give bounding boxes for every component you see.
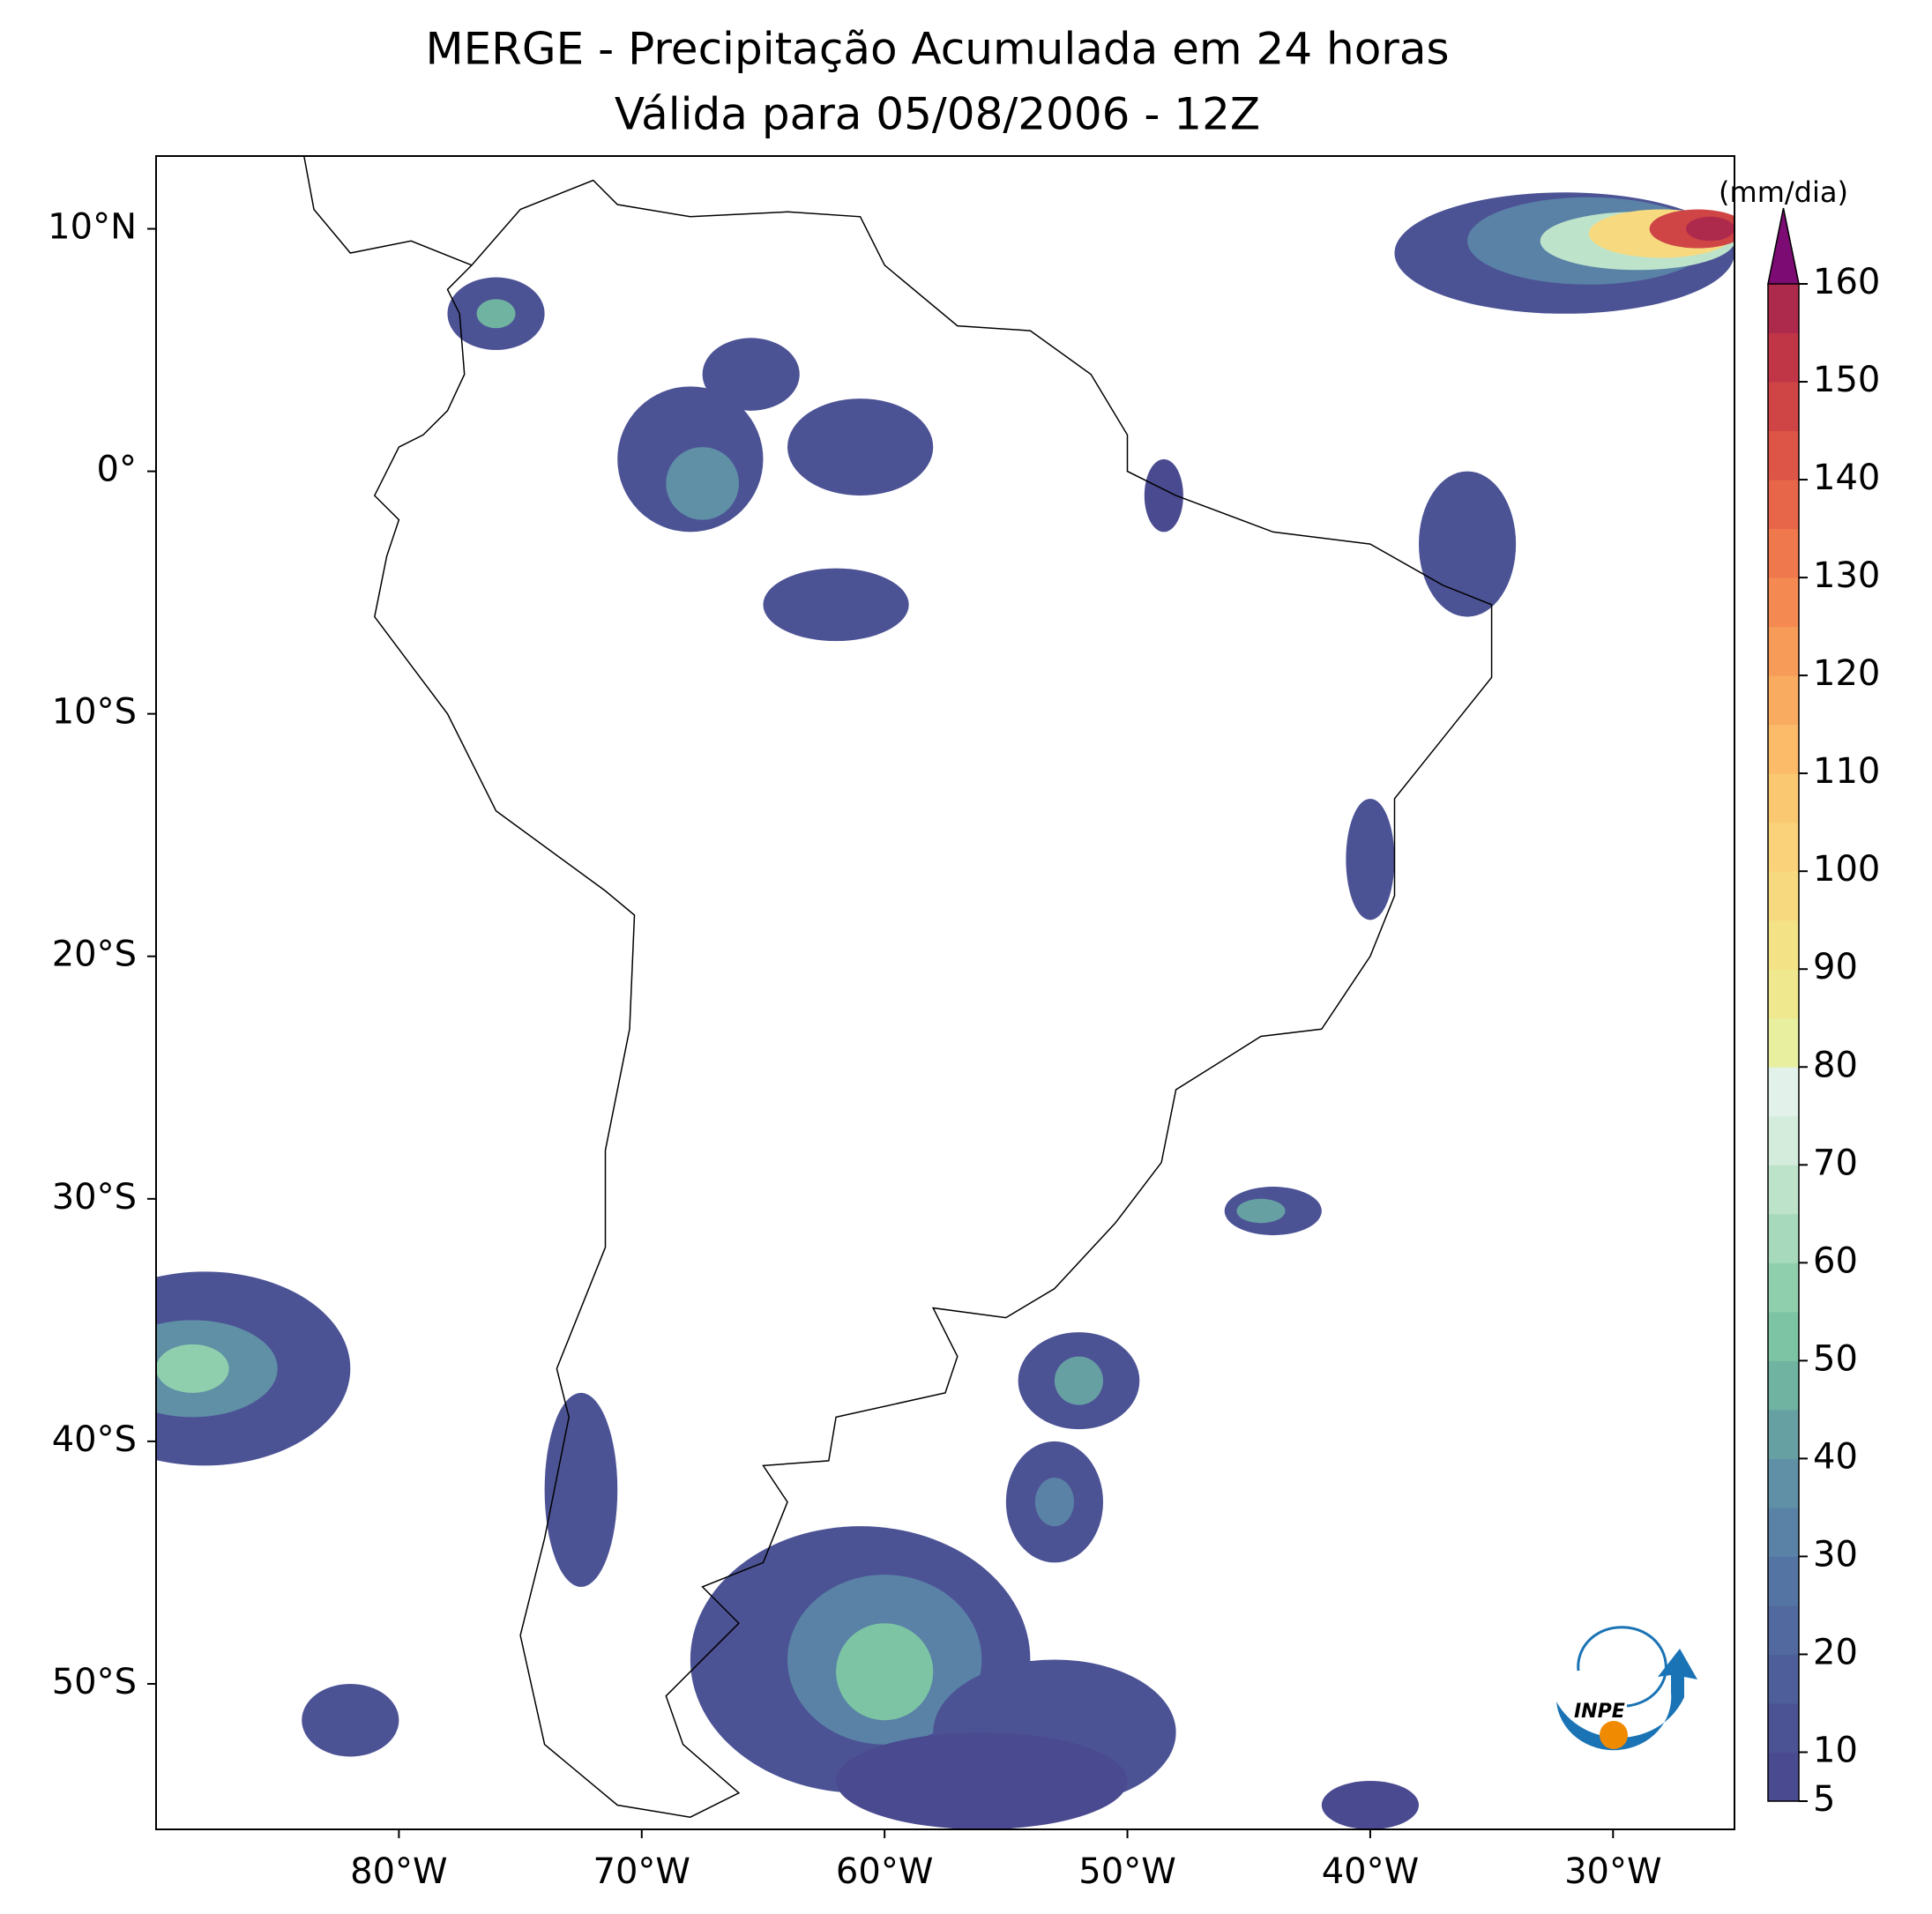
- colorbar-band: [1768, 284, 1799, 334]
- colorbar-tick-label: 70: [1813, 1143, 1858, 1183]
- colorbar-outline: [1767, 284, 1800, 1802]
- precipitation-layer: [156, 192, 1734, 1829]
- x-tick-label: 50°W: [1078, 1851, 1175, 1892]
- y-tick-label: 10°S: [52, 692, 137, 733]
- colorbar-tick-label: 5: [1813, 1779, 1835, 1820]
- colorbar-band: [1768, 724, 1799, 774]
- colorbar-band: [1768, 382, 1799, 432]
- rain-area: [1236, 1198, 1286, 1224]
- rain-area: [1321, 1780, 1419, 1829]
- colorbar-band: [1768, 1360, 1799, 1411]
- colorbar-tick-label: 30: [1813, 1534, 1858, 1575]
- x-tick-label: 40°W: [1322, 1851, 1419, 1892]
- colorbar-band: [1768, 1605, 1799, 1655]
- colorbar-tick-label: 160: [1813, 262, 1880, 302]
- colorbar-band: [1768, 332, 1799, 383]
- colorbar-band: [1768, 1458, 1799, 1508]
- colorbar-tick-label: 20: [1813, 1632, 1858, 1672]
- colorbar-band: [1768, 675, 1799, 726]
- colorbar-tick-label: 110: [1813, 751, 1880, 792]
- colorbar-band: [1768, 480, 1799, 530]
- x-tick-label: 80°W: [350, 1851, 447, 1892]
- logo-arc: [1577, 1625, 1668, 1708]
- colorbar-band: [1768, 1702, 1799, 1753]
- colorbar-band: [1768, 1165, 1799, 1215]
- colorbar-band: [1768, 920, 1799, 970]
- rain-area: [1419, 471, 1517, 617]
- colorbar-tick-label: 50: [1813, 1338, 1858, 1379]
- y-tick-label: 50°S: [52, 1662, 137, 1702]
- colorbar-label: (mm/dia): [1719, 175, 1848, 209]
- rain-area: [156, 1344, 229, 1393]
- logo: INPE: [1556, 1625, 1697, 1751]
- rain-area: [836, 1623, 934, 1721]
- colorbar-band: [1768, 1556, 1799, 1606]
- title-line: Válida para 05/08/2006 - 12Z: [615, 89, 1260, 140]
- coastline: [373, 179, 1493, 1818]
- colorbar-band: [1768, 1752, 1799, 1802]
- rain-area: [702, 338, 800, 411]
- colorbar-band: [1768, 626, 1799, 676]
- colorbar-tick-label: 140: [1813, 458, 1880, 498]
- colorbar-band: [1768, 1654, 1799, 1704]
- axes: 80°W 70°W 60°W 50°W 40°W 30°W 10°N 0° 10°S 20°S 30…: [48, 207, 1661, 1892]
- colorbar-extend: [1767, 207, 1800, 285]
- y-tick-label: 20°S: [52, 935, 137, 975]
- colorbar-band: [1768, 430, 1799, 480]
- rain-area: [476, 299, 516, 329]
- colorbar-band: [1768, 577, 1799, 628]
- colorbar-tick-label: 80: [1813, 1045, 1858, 1085]
- colorbar-band: [1768, 773, 1799, 823]
- colorbar-band: [1768, 1213, 1799, 1263]
- rain-area: [1034, 1478, 1074, 1527]
- colorbar-band: [1768, 1115, 1799, 1166]
- colorbar: 5 10 20 30 40 50 60 70 80 90 100 110 120 130 140 150 160…: [1719, 175, 1880, 1820]
- y-tick-label: 30°S: [52, 1177, 137, 1218]
- rain-area: [1685, 216, 1734, 242]
- y-tick-label: 40°S: [52, 1419, 137, 1460]
- title-line: MERGE - Precipitação Acumulada em 24 hor…: [425, 24, 1449, 75]
- colorbar-band: [1768, 1067, 1799, 1117]
- coastline-layer: [303, 156, 1493, 1818]
- rain-area: [544, 1392, 618, 1587]
- colorbar-band: [1768, 1262, 1799, 1313]
- colorbar-band: [1768, 1409, 1799, 1459]
- logo-dot: [1600, 1721, 1628, 1749]
- colorbar-band: [1768, 822, 1799, 872]
- colorbar-band: [1768, 969, 1799, 1019]
- y-tick-label: 10°N: [48, 207, 137, 248]
- y-tick-label: 0°: [97, 450, 137, 490]
- x-tick-label: 60°W: [836, 1851, 933, 1892]
- rain-area: [836, 1732, 1128, 1829]
- rain-area: [1346, 798, 1395, 920]
- colorbar-tick-label: 100: [1813, 849, 1880, 890]
- rain-area: [763, 568, 909, 642]
- rain-area: [1054, 1356, 1103, 1405]
- x-tick-label: 70°W: [593, 1851, 690, 1892]
- colorbar-tick-label: 40: [1813, 1436, 1858, 1477]
- colorbar-band: [1768, 1311, 1799, 1361]
- rain-area: [302, 1683, 399, 1757]
- map-frame: [155, 155, 1735, 1830]
- colorbar-tick-label: 130: [1813, 555, 1880, 596]
- colorbar-tick-label: 90: [1813, 947, 1858, 987]
- colorbar-band: [1768, 528, 1799, 578]
- colorbar-band: [1768, 871, 1799, 921]
- rain-area: [1144, 458, 1183, 532]
- colorbar-tick-label: 10: [1813, 1730, 1858, 1770]
- logo-swoosh: [1556, 1649, 1697, 1751]
- logo-text: INPE: [1574, 1701, 1625, 1723]
- colorbar-band: [1768, 1017, 1799, 1068]
- rain-area: [666, 447, 739, 520]
- colorbar-band: [1768, 1507, 1799, 1557]
- colorbar-tick-label: 120: [1813, 653, 1880, 694]
- x-tick-label: 30°W: [1564, 1851, 1661, 1892]
- colorbar-tick-label: 60: [1813, 1240, 1858, 1281]
- rain-area: [787, 398, 934, 496]
- colorbar-tick-label: 150: [1813, 360, 1880, 400]
- coastline: [303, 156, 473, 266]
